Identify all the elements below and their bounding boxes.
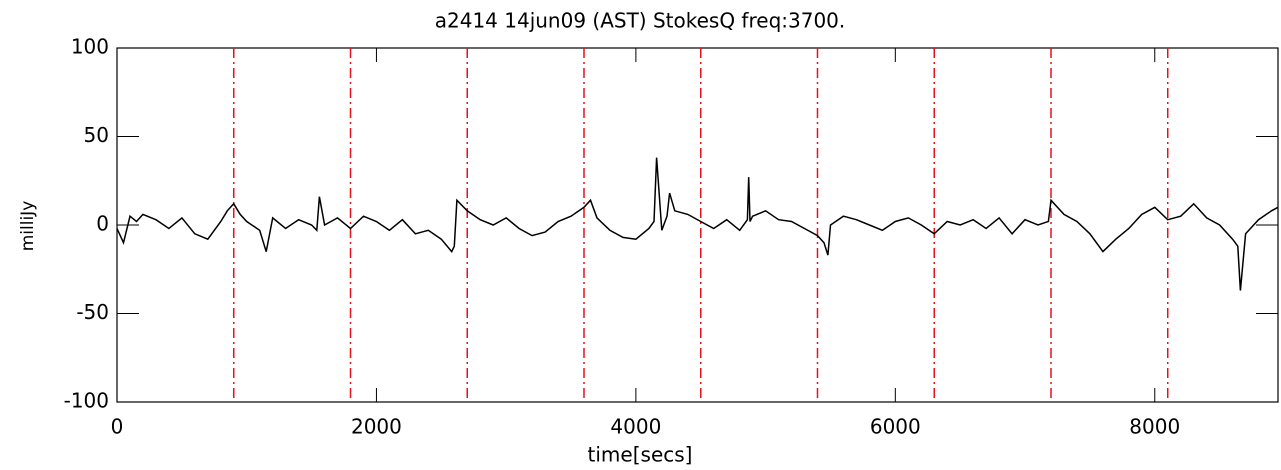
y-axis-label: milliJy: [18, 201, 38, 252]
y-tick-label: -100: [64, 389, 109, 413]
data-line: [116, 157, 1279, 291]
x-tick-label: 2000: [351, 415, 402, 439]
y-tick-label: 100: [71, 35, 109, 59]
y-tick-label: 0: [96, 212, 109, 236]
y-tick-label: 50: [84, 123, 109, 147]
x-tick-label: 4000: [610, 415, 661, 439]
x-tick-label: 8000: [1129, 415, 1180, 439]
x-tick-label: 6000: [870, 415, 921, 439]
y-tick-label: -50: [76, 300, 109, 324]
x-tick-label: 0: [111, 415, 124, 439]
x-axis-label: time[secs]: [588, 443, 693, 467]
chart-title: a2414 14jun09 (AST) StokesQ freq:3700.: [435, 9, 846, 33]
